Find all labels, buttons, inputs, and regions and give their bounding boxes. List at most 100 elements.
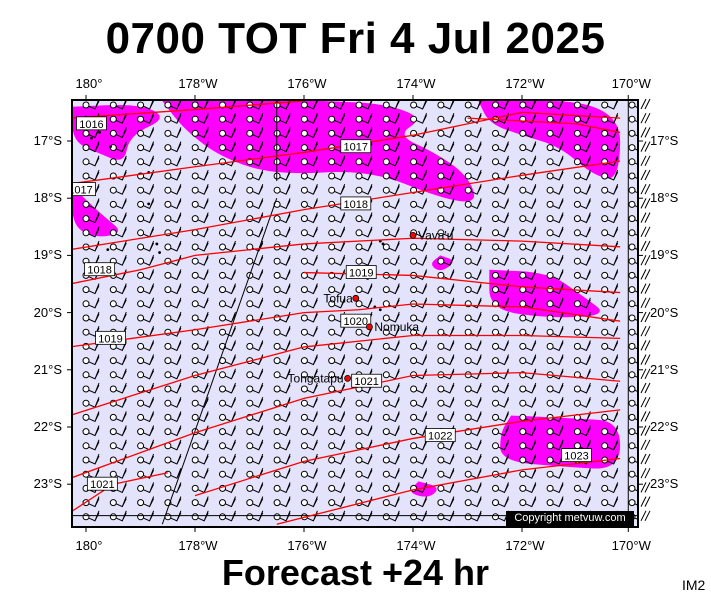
grid-point	[492, 271, 499, 279]
grid-point	[628, 413, 636, 421]
grid-point	[300, 385, 308, 393]
grid-point	[601, 428, 609, 436]
grid-point	[191, 399, 199, 407]
grid-point	[573, 101, 581, 109]
grid-point	[464, 186, 472, 194]
grid-point	[82, 129, 90, 137]
grid-point	[191, 499, 199, 507]
grid-point	[191, 101, 199, 109]
grid-point	[109, 513, 117, 521]
grid-point	[382, 115, 390, 123]
grid-point	[437, 357, 445, 365]
grid-point	[246, 257, 254, 265]
grid-point	[546, 101, 554, 109]
grid-point	[601, 271, 609, 279]
grid-point	[164, 314, 172, 322]
grid-point	[601, 243, 609, 251]
grid-point	[109, 470, 117, 478]
grid-point	[109, 357, 117, 365]
grid-point	[410, 144, 418, 152]
grid-point	[191, 300, 199, 308]
grid-point	[191, 271, 199, 279]
grid-point	[601, 328, 609, 336]
grid-point	[246, 328, 254, 336]
grid-point	[519, 385, 527, 393]
page-title: 0700 TOT Fri 4 Jul 2025	[105, 14, 606, 63]
grid-point	[492, 257, 499, 265]
grid-point	[437, 513, 445, 521]
grid-point	[382, 314, 390, 322]
grid-point	[355, 243, 363, 251]
grid-point	[191, 513, 199, 521]
grid-point	[82, 215, 90, 223]
grid-point	[191, 172, 199, 180]
grid-point	[546, 428, 554, 436]
grid-point	[355, 456, 363, 464]
latitude-label: 19°S	[33, 247, 62, 263]
grid-point	[82, 200, 90, 208]
grid-point	[246, 186, 254, 194]
grid-point	[300, 371, 308, 379]
isobar-line	[72, 237, 621, 285]
grid-point	[601, 257, 609, 265]
grid-point	[82, 300, 90, 308]
grid-point	[519, 328, 527, 336]
edge-barb	[640, 169, 651, 181]
grid-point	[246, 399, 254, 407]
grid-point	[464, 385, 472, 393]
grid-point	[628, 286, 636, 294]
grid-point	[300, 328, 308, 336]
place-name: Tofua	[323, 291, 353, 305]
grid-point	[410, 428, 418, 436]
grid-point	[137, 243, 145, 251]
grid-point	[573, 144, 581, 152]
latitude-label: 19°S	[650, 247, 679, 263]
grid-point	[328, 215, 336, 223]
grid-point	[437, 342, 445, 350]
edge-barb	[640, 396, 651, 408]
grid-point	[219, 215, 226, 223]
grid-point	[273, 186, 281, 194]
grid-point	[82, 513, 90, 521]
grid-point	[273, 399, 281, 407]
grid-point	[246, 144, 254, 152]
grid-point	[219, 513, 226, 521]
grid-point	[273, 470, 281, 478]
isobar-label-box	[84, 262, 116, 277]
longitude-label: 180°	[75, 538, 103, 553]
grid-point	[573, 428, 581, 436]
grid-point	[464, 257, 472, 265]
place-marker	[365, 323, 373, 331]
grid-point	[246, 200, 254, 208]
grid-point	[601, 144, 609, 152]
grid-point	[82, 328, 90, 336]
grid-point	[300, 200, 308, 208]
grid-point	[573, 172, 581, 180]
grid-point	[410, 172, 418, 180]
grid-point	[519, 158, 527, 166]
grid-point	[273, 428, 281, 436]
grid-point	[328, 314, 336, 322]
grid-point	[219, 200, 226, 208]
grid-point	[273, 300, 281, 308]
island	[90, 136, 93, 140]
grid-point	[601, 399, 609, 407]
grid-point	[246, 442, 254, 450]
isobar-label-box	[86, 476, 118, 491]
grid-point	[382, 158, 390, 166]
grid-point	[492, 413, 499, 421]
isobar-value: 1019	[349, 268, 373, 280]
grid-point	[628, 172, 636, 180]
grid-point	[355, 484, 363, 492]
grid-point	[273, 286, 281, 294]
grid-point	[300, 257, 308, 265]
grid-point	[82, 456, 90, 464]
place-marker	[352, 294, 360, 302]
edge-barb	[640, 297, 651, 309]
grid-point	[382, 144, 390, 152]
grid-point	[546, 158, 554, 166]
grid-point	[328, 286, 336, 294]
grid-point	[437, 413, 445, 421]
isobar-label: 1022	[424, 428, 456, 443]
grid-point	[246, 428, 254, 436]
